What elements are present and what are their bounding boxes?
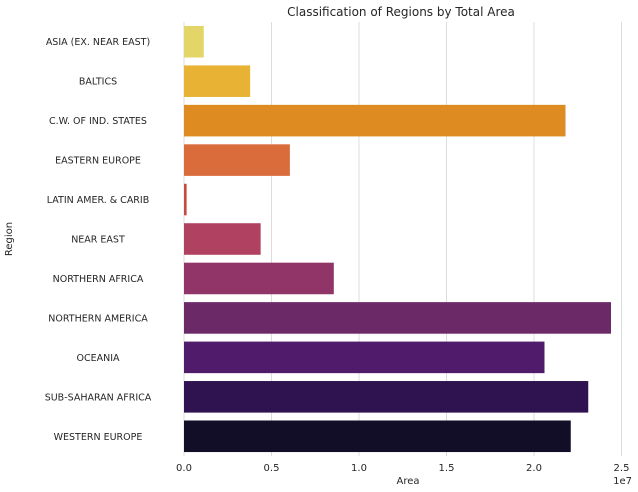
bar	[184, 262, 334, 295]
y-category-labels: ASIA (EX. NEAR EAST) BALTICS C.W. OF IND. …	[45, 37, 152, 443]
y-tick-label: NORTHERN AFRICA	[53, 274, 144, 285]
x-ticks: 0.0 0.5 1.0 1.5 2.0 2.5	[176, 463, 629, 474]
bar	[184, 223, 261, 255]
x-offset-label: 1e7	[613, 476, 632, 487]
x-axis-label: Area	[396, 476, 419, 487]
y-tick-label: NEAR EAST	[71, 235, 125, 246]
bar	[184, 104, 566, 137]
y-tick-label: BALTICS	[79, 77, 117, 88]
bar	[184, 302, 611, 334]
bar	[184, 341, 545, 374]
y-tick-label: LATIN AMER. & CARIB	[47, 195, 149, 206]
bar	[184, 381, 589, 413]
x-tick-label: 2.5	[614, 463, 630, 474]
bar	[184, 183, 187, 216]
bar	[184, 25, 204, 58]
y-tick-label: SUB-SAHARAN AFRICA	[45, 392, 152, 403]
bars	[184, 25, 611, 453]
bar	[184, 420, 571, 453]
y-tick-label: WESTERN EUROPE	[54, 432, 143, 443]
x-tick-label: 0.0	[176, 463, 192, 474]
bar	[184, 144, 290, 176]
y-tick-label: NORTHERN AMERICA	[48, 313, 148, 324]
bar	[184, 65, 251, 97]
x-tick-label: 1.5	[439, 463, 455, 474]
chart-title: Classification of Regions by Total Area	[287, 5, 515, 19]
y-tick-label: C.W. OF IND. STATES	[49, 116, 147, 127]
y-axis-label: Region	[4, 222, 15, 256]
x-tick-label: 1.0	[351, 463, 367, 474]
x-tick-label: 2.0	[526, 463, 542, 474]
y-tick-label: OCEANIA	[76, 353, 120, 364]
y-tick-label: ASIA (EX. NEAR EAST)	[46, 37, 150, 48]
y-tick-label: EASTERN EUROPE	[55, 156, 141, 167]
x-tick-label: 0.5	[264, 463, 280, 474]
